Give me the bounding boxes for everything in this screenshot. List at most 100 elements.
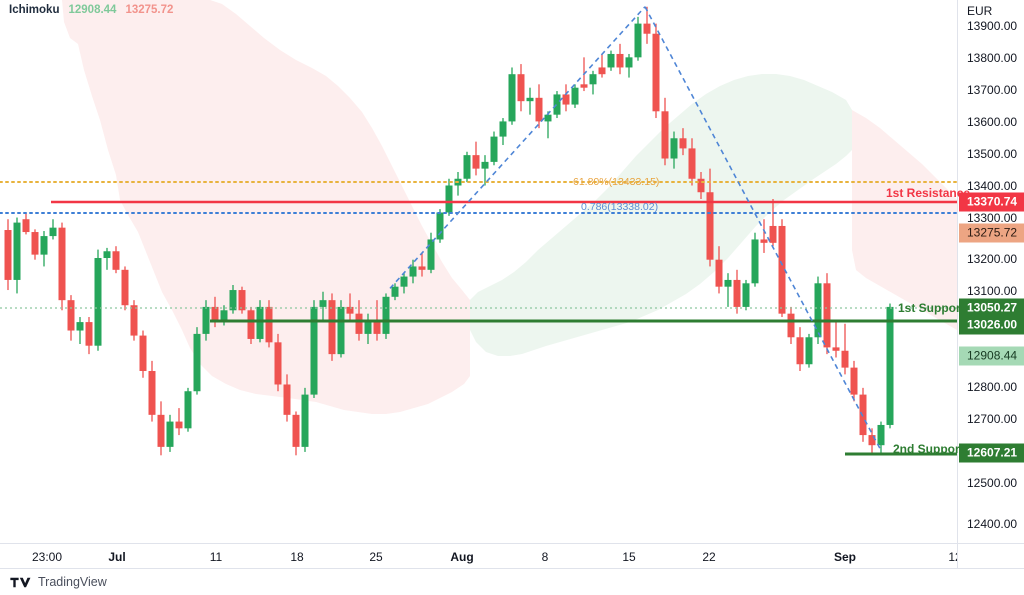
- candle[interactable]: [886, 303, 894, 429]
- candle[interactable]: [94, 249, 102, 351]
- candle[interactable]: [22, 212, 30, 235]
- candle[interactable]: [76, 317, 84, 345]
- candle[interactable]: [841, 323, 849, 375]
- candle[interactable]: [868, 428, 876, 456]
- candle[interactable]: [598, 53, 606, 78]
- candle[interactable]: [769, 198, 777, 247]
- candle[interactable]: [715, 246, 723, 294]
- candle[interactable]: [643, 6, 651, 44]
- candle[interactable]: [787, 306, 795, 345]
- price-pill[interactable]: 12607.21: [959, 443, 1024, 463]
- candle[interactable]: [751, 232, 759, 287]
- price-axis[interactable]: EUR 13900.00 13800.00 13700.00 13600.00 1350…: [957, 0, 1024, 543]
- candle[interactable]: [760, 219, 768, 253]
- candle[interactable]: [796, 327, 804, 371]
- candle[interactable]: [526, 87, 534, 115]
- candle[interactable]: [697, 172, 705, 199]
- candle[interactable]: [121, 266, 129, 311]
- candle[interactable]: [40, 231, 48, 267]
- chart-plot-area[interactable]: [0, 0, 957, 543]
- candle[interactable]: [112, 246, 120, 274]
- candle[interactable]: [31, 229, 39, 260]
- candle[interactable]: [85, 317, 93, 355]
- price-pill[interactable]: 13050.27: [959, 298, 1024, 318]
- candle[interactable]: [679, 128, 687, 156]
- candle[interactable]: [850, 360, 858, 402]
- candle[interactable]: [310, 300, 318, 398]
- candle[interactable]: [247, 306, 255, 345]
- candle[interactable]: [724, 273, 732, 307]
- candle[interactable]: [589, 70, 597, 95]
- candle[interactable]: [139, 330, 147, 378]
- candle[interactable]: [13, 217, 21, 294]
- candle[interactable]: [472, 141, 480, 176]
- candle[interactable]: [733, 269, 741, 314]
- candle[interactable]: [508, 67, 516, 125]
- trendline-downtrend[interactable]: [644, 6, 881, 449]
- price-pill[interactable]: 13370.74: [959, 192, 1024, 212]
- candle[interactable]: [391, 283, 399, 301]
- candle[interactable]: [148, 360, 156, 422]
- candle[interactable]: [742, 279, 750, 311]
- candle[interactable]: [670, 131, 678, 169]
- candle[interactable]: [49, 219, 57, 240]
- candle[interactable]: [499, 118, 507, 146]
- candle[interactable]: [778, 219, 786, 318]
- candle[interactable]: [553, 91, 561, 119]
- candle[interactable]: [445, 178, 453, 216]
- trendline-uptrend[interactable]: [389, 6, 646, 289]
- candle[interactable]: [706, 168, 714, 267]
- candle[interactable]: [805, 333, 813, 368]
- candle[interactable]: [481, 155, 489, 186]
- indicator-legend[interactable]: Ichimoku 12908.44 13275.72: [9, 4, 173, 16]
- candle[interactable]: [859, 387, 867, 442]
- candle[interactable]: [103, 247, 111, 270]
- candle[interactable]: [67, 295, 75, 341]
- candle[interactable]: [463, 151, 471, 183]
- candle[interactable]: [337, 300, 345, 358]
- candle[interactable]: [382, 293, 390, 339]
- candle[interactable]: [607, 50, 615, 71]
- candle[interactable]: [175, 408, 183, 436]
- candle[interactable]: [562, 84, 570, 112]
- candle[interactable]: [418, 252, 426, 277]
- candle[interactable]: [4, 219, 12, 291]
- candle[interactable]: [400, 273, 408, 294]
- candle[interactable]: [688, 138, 696, 186]
- candle[interactable]: [328, 293, 336, 361]
- candle[interactable]: [157, 401, 165, 456]
- candle[interactable]: [544, 111, 552, 139]
- candle[interactable]: [823, 273, 831, 355]
- candle[interactable]: [814, 276, 822, 345]
- candle[interactable]: [364, 313, 372, 345]
- candle[interactable]: [625, 53, 633, 78]
- price-pill[interactable]: 12908.44: [959, 346, 1024, 366]
- candle[interactable]: [301, 387, 309, 452]
- price-pill[interactable]: 13275.72: [959, 223, 1024, 243]
- candle[interactable]: [166, 414, 174, 452]
- price-pill[interactable]: 13026.00: [959, 315, 1024, 335]
- candle[interactable]: [454, 172, 462, 196]
- candle[interactable]: [238, 286, 246, 314]
- candle[interactable]: [184, 387, 192, 432]
- candle[interactable]: [319, 291, 327, 321]
- candle[interactable]: [58, 222, 66, 311]
- candle[interactable]: [877, 421, 885, 456]
- time-axis[interactable]: 23:00 Jul 11 18 25 Aug 8 15 22 Sep 12: [0, 543, 962, 569]
- candle[interactable]: [427, 232, 435, 274]
- candle[interactable]: [436, 209, 444, 243]
- candle[interactable]: [130, 300, 138, 341]
- candle[interactable]: [229, 284, 237, 314]
- candle[interactable]: [517, 64, 525, 112]
- candle[interactable]: [832, 320, 840, 358]
- candle[interactable]: [409, 259, 417, 284]
- candle[interactable]: [490, 131, 498, 166]
- candle[interactable]: [634, 16, 642, 61]
- candle[interactable]: [292, 411, 300, 456]
- candle[interactable]: [652, 23, 660, 119]
- candle[interactable]: [535, 84, 543, 129]
- candle[interactable]: [283, 374, 291, 422]
- candle[interactable]: [346, 293, 354, 321]
- candle[interactable]: [193, 327, 201, 395]
- candle[interactable]: [571, 84, 579, 108]
